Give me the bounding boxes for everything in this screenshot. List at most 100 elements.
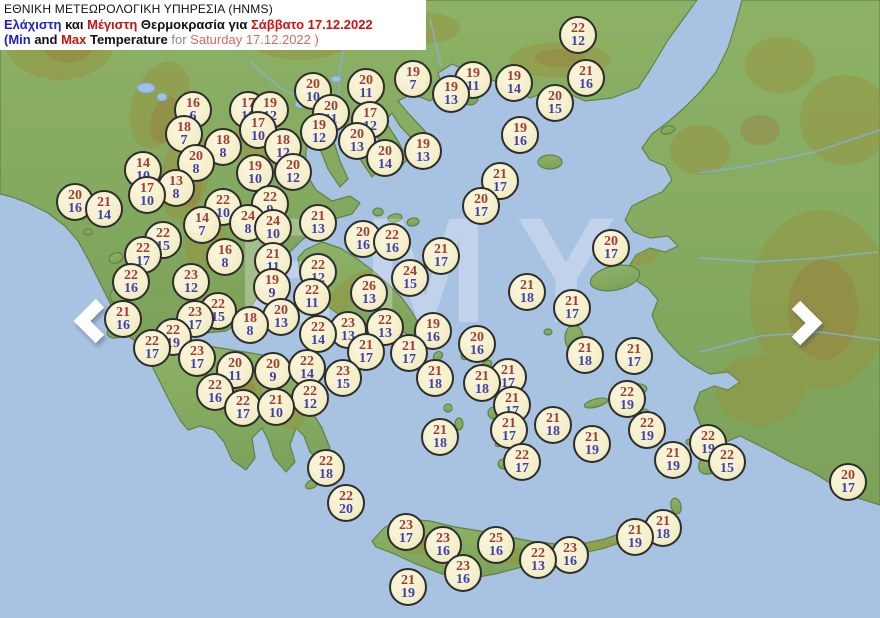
max-temperature-value: 23 — [341, 315, 355, 331]
station-temperature-badge: 23 16 — [551, 536, 589, 574]
max-temperature-value: 19 — [265, 272, 279, 288]
station-temperature-badge: 21 10 — [257, 388, 295, 426]
max-temperature-value: 20 — [378, 143, 392, 159]
station-temperature-badge: 21 19 — [616, 518, 654, 556]
station-temperature-badge: 21 14 — [85, 190, 123, 228]
min-temperature-value: 14 — [507, 81, 521, 97]
max-temperature-value: 22 — [300, 353, 314, 369]
subtitle-segment: for — [167, 32, 191, 47]
max-temperature-value: 20 — [350, 126, 364, 142]
min-temperature-value: 16 — [456, 571, 470, 587]
station-temperature-badge: 22 15 — [708, 443, 746, 481]
station-temperature-badge: 20 15 — [536, 84, 574, 122]
min-temperature-value: 8 — [246, 323, 254, 339]
min-temperature-value: 18 — [319, 466, 333, 482]
max-temperature-value: 20 — [356, 224, 370, 240]
max-temperature-value: 18 — [276, 132, 290, 148]
max-temperature-value: 22 — [166, 322, 180, 338]
station-temperature-badge: 21 18 — [566, 336, 604, 374]
max-temperature-value: 22 — [263, 189, 277, 205]
station-temperature-badge: 24 15 — [391, 259, 429, 297]
max-temperature-value: 22 — [145, 333, 159, 349]
min-temperature-value: 9 — [268, 285, 276, 301]
subtitle-segment: και — [61, 17, 88, 32]
station-temperature-badge: 22 17 — [133, 329, 171, 367]
station-temperature-badge: 23 15 — [324, 359, 362, 397]
max-temperature-value: 21 — [269, 392, 283, 408]
max-temperature-value: 20 — [359, 72, 373, 88]
min-temperature-value: 17 — [236, 406, 250, 422]
min-temperature-value: 19 — [585, 442, 599, 458]
max-temperature-value: 21 — [116, 304, 130, 320]
station-temperature-badge: 20 13 — [262, 298, 300, 336]
next-map-arrow-button[interactable] — [786, 299, 826, 347]
max-temperature-value: 22 — [208, 377, 222, 393]
station-temperature-badge: 22 16 — [373, 223, 411, 261]
max-temperature-value: 24 — [241, 208, 255, 224]
min-temperature-value: 17 — [402, 351, 416, 367]
max-temperature-value: 23 — [399, 517, 413, 533]
min-temperature-value: 17 — [565, 306, 579, 322]
max-temperature-value: 24 — [266, 213, 280, 229]
max-temperature-value: 22 — [319, 453, 333, 469]
min-temperature-value: 17 — [474, 204, 488, 220]
max-temperature-value: 22 — [515, 447, 529, 463]
max-temperature-value: 17 — [251, 115, 265, 131]
min-temperature-value: 10 — [248, 171, 262, 187]
max-temperature-value: 19 — [466, 65, 480, 81]
min-temperature-value: 13 — [531, 558, 545, 574]
max-temperature-value: 22 — [303, 383, 317, 399]
min-temperature-value: 16 — [436, 543, 450, 559]
max-temperature-value: 21 — [475, 368, 489, 384]
max-temperature-value: 21 — [428, 363, 442, 379]
station-temperature-badge: 19 7 — [394, 60, 432, 98]
max-temperature-value: 22 — [620, 384, 634, 400]
max-temperature-value: 21 — [578, 340, 592, 356]
subtitle-segment: Saturday 17.12.2022 ) — [190, 32, 319, 47]
station-temperature-badge: 23 17 — [387, 513, 425, 551]
min-temperature-value: 17 — [399, 530, 413, 546]
min-temperature-value: 16 — [489, 543, 503, 559]
max-temperature-value: 21 — [97, 194, 111, 210]
station-temperature-badge: 19 16 — [501, 116, 539, 154]
prev-map-arrow-button[interactable] — [70, 297, 110, 345]
max-temperature-value: 19 — [513, 120, 527, 136]
station-temperature-badge: 22 18 — [307, 449, 345, 487]
max-temperature-value: 17 — [363, 105, 377, 121]
min-temperature-value: 11 — [228, 368, 242, 384]
max-temperature-value: 19 — [312, 117, 326, 133]
station-temperature-badge: 20 16 — [458, 325, 496, 363]
max-temperature-value: 21 — [493, 166, 507, 182]
max-temperature-value: 16 — [218, 242, 232, 258]
station-temperature-badge: 20 14 — [366, 139, 404, 177]
min-temperature-value: 16 — [124, 280, 138, 296]
station-temperature-badge: 22 13 — [519, 541, 557, 579]
max-temperature-value: 19 — [263, 95, 277, 111]
max-temperature-value: 21 — [565, 293, 579, 309]
min-temperature-value: 16 — [470, 342, 484, 358]
max-temperature-value: 24 — [403, 263, 417, 279]
station-temperature-badge: 22 19 — [608, 380, 646, 418]
max-temperature-value: 22 — [339, 488, 353, 504]
min-temperature-value: 11 — [359, 85, 373, 101]
station-temperature-badge: 26 13 — [350, 274, 388, 312]
max-temperature-value: 20 — [274, 302, 288, 318]
min-temperature-value: 10 — [266, 226, 280, 242]
max-temperature-value: 20 — [286, 157, 300, 173]
min-temperature-value: 15 — [720, 460, 734, 476]
station-temperature-badge: 21 19 — [389, 568, 427, 606]
min-temperature-value: 13 — [378, 325, 392, 341]
min-temperature-value: 9 — [269, 369, 277, 385]
min-temperature-value: 18 — [433, 435, 447, 451]
min-temperature-value: 10 — [251, 128, 265, 144]
max-temperature-value: 22 — [378, 312, 392, 328]
min-temperature-value: 13 — [274, 315, 288, 331]
station-temperature-badge: 23 16 — [444, 554, 482, 592]
max-temperature-value: 22 — [216, 192, 230, 208]
max-temperature-value: 21 — [520, 277, 534, 293]
max-temperature-value: 20 — [306, 76, 320, 92]
